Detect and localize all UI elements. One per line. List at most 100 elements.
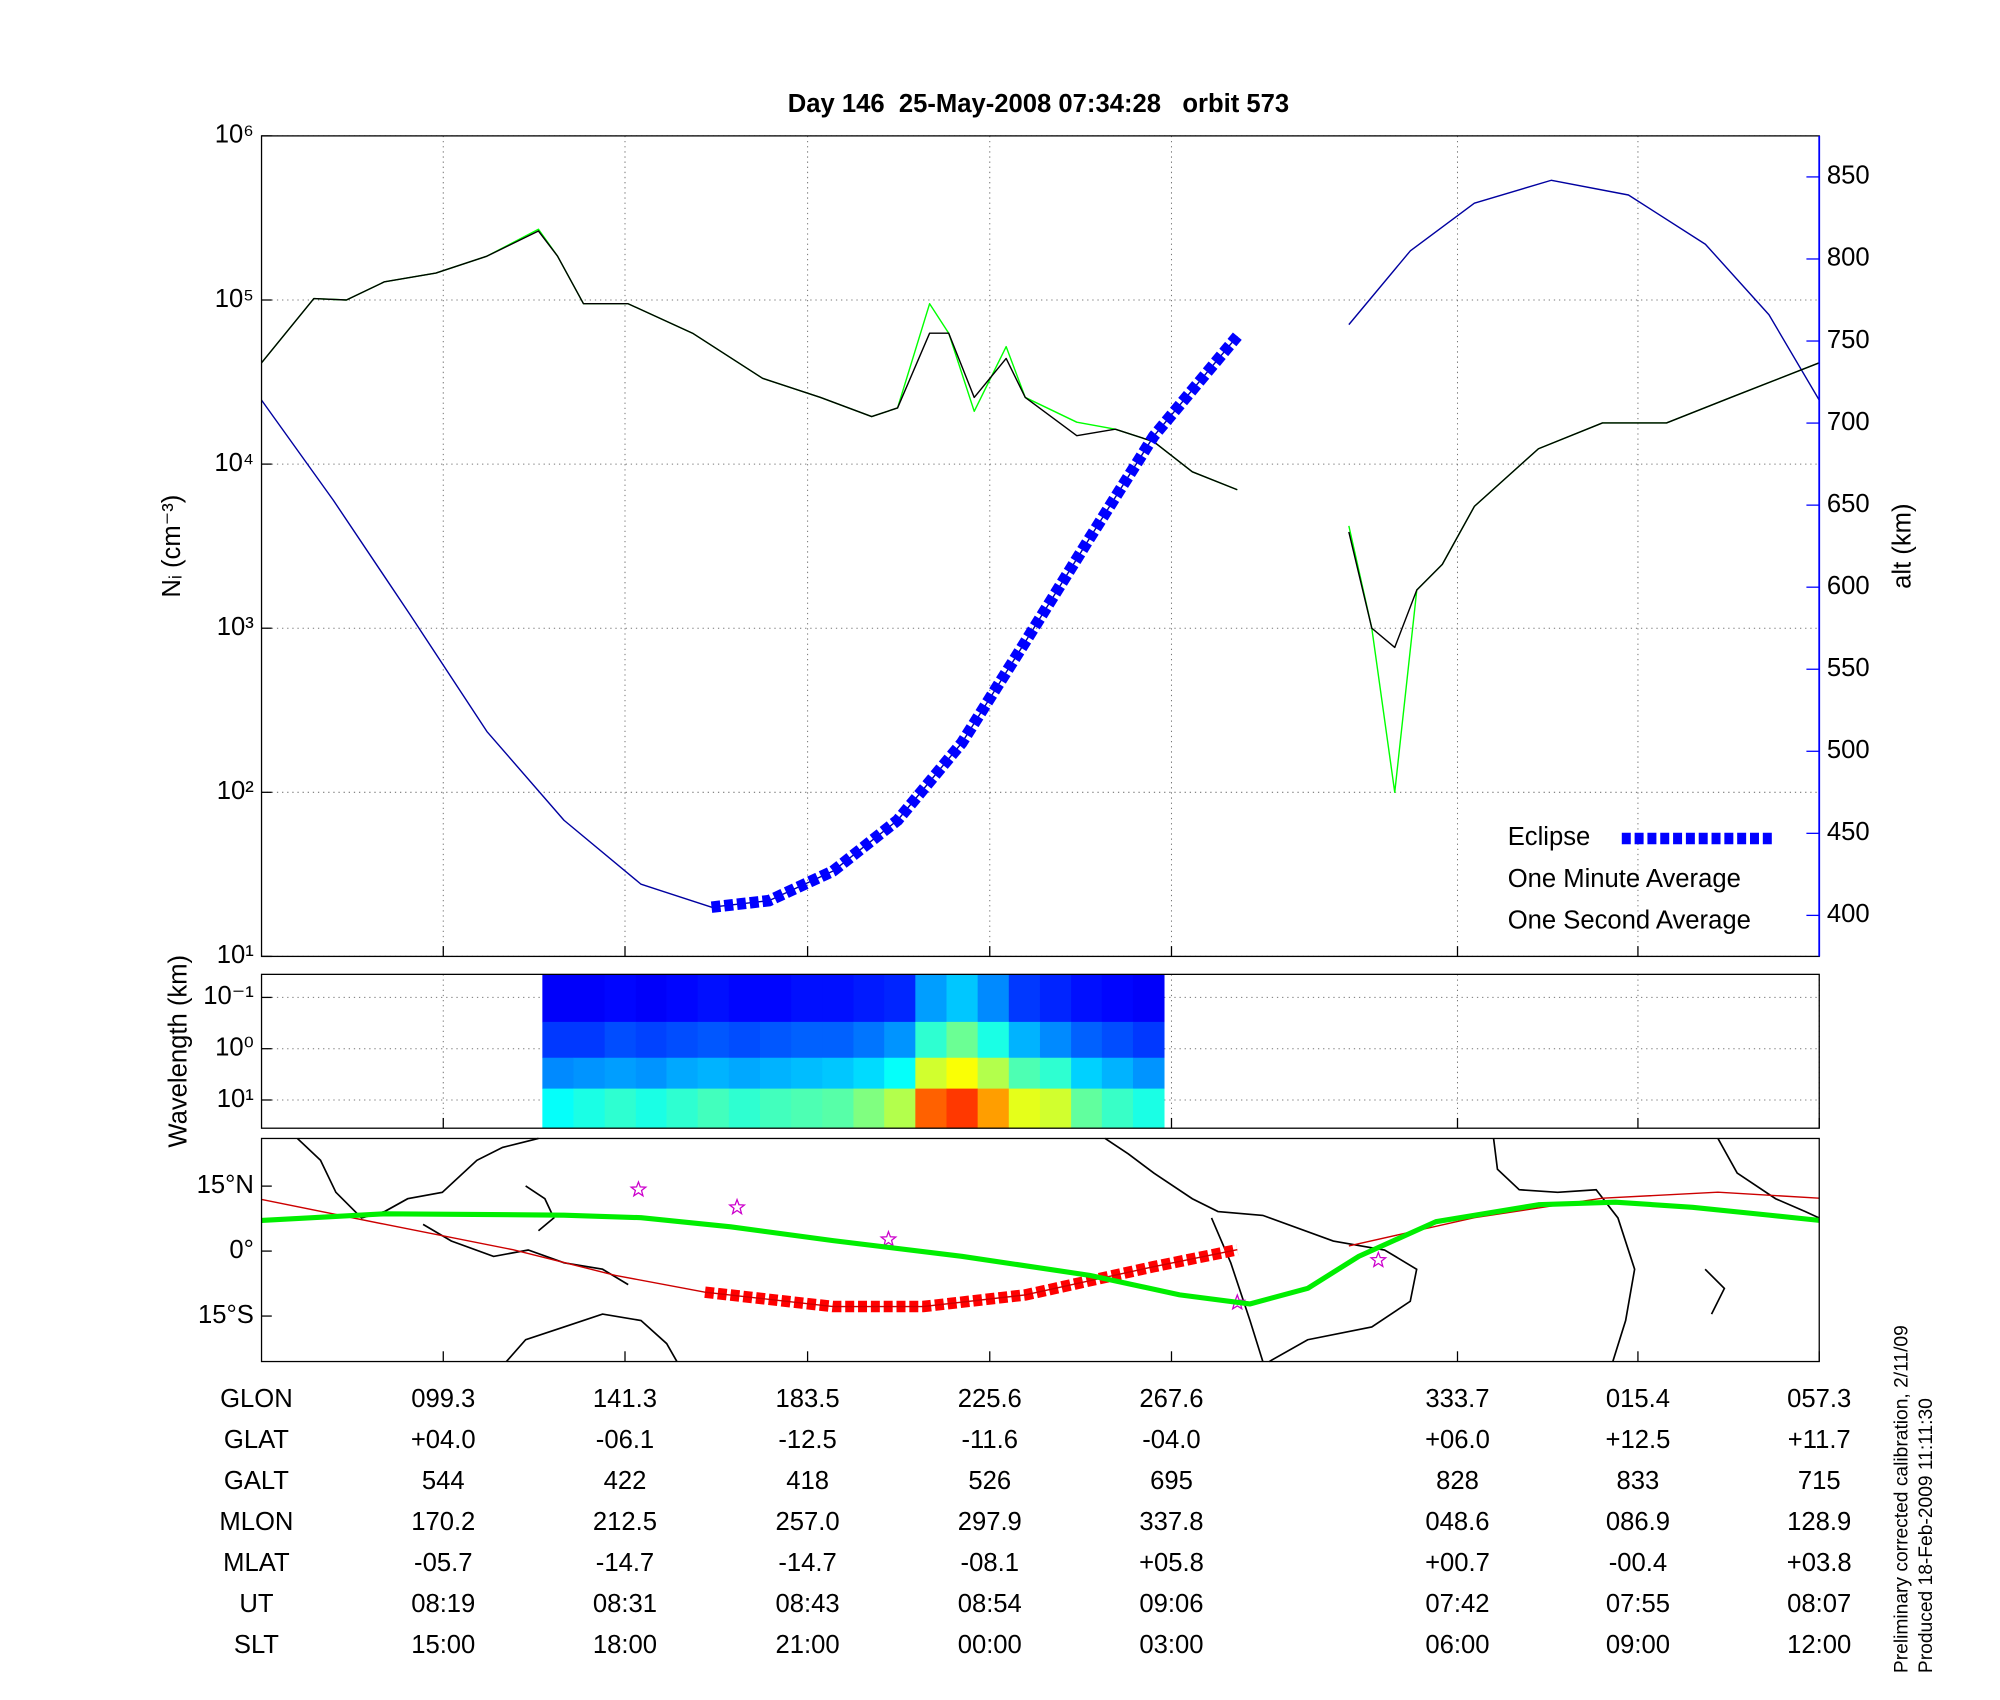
table-cell: 057.3 [1787,1385,1851,1413]
heatmap-cell [728,1057,761,1089]
table-cell: 21:00 [776,1631,840,1659]
heatmap-cell [1071,1088,1103,1129]
heatmap-cell [1132,1057,1165,1089]
y-tick-label: 10⁶ [215,121,254,149]
heatmap-cell [1039,1057,1072,1089]
coastline [1210,1217,1264,1362]
table-cell: 09:06 [1139,1590,1203,1618]
table-cell: +00.7 [1425,1549,1490,1577]
heatmap-cell [1008,1088,1041,1129]
heatmap-cell [1101,1057,1134,1089]
coastline [1717,1138,1820,1219]
heatmap-cell [542,974,574,1023]
heatmap-cell [697,1057,730,1089]
heatmap-cell [822,1021,854,1059]
table-cell: 00:00 [958,1631,1022,1659]
heatmap-cell [666,974,699,1023]
heatmap-cell [604,1021,637,1059]
heatmap-cell [728,1088,761,1129]
panel: 10¹ 10² 10³ 10⁴ 10⁵ 10⁶ Nᵢ (cm⁻³) 400 450 500 550 6… [158,121,1917,970]
table-cell: 337.8 [1139,1508,1203,1536]
coastline [1104,1137,1418,1363]
heatmap-cell [822,1057,854,1089]
heatmap-cell [666,1057,699,1089]
heatmap-cell [1132,974,1165,1023]
table-cell: 09:00 [1606,1631,1670,1659]
heatmap-cell [946,1088,979,1129]
table-cell: 257.0 [776,1508,840,1536]
heatmap-cell [728,1021,761,1059]
heatmap-cell [791,1088,823,1129]
series-line [260,230,1820,649]
row-label: MLON [219,1508,293,1536]
coastline [505,1313,678,1363]
footer-note: Produced 18-Feb-2009 11:11:30 [1916,1398,1937,1673]
table-cell: -05.7 [414,1549,472,1577]
heatmap-cell [760,1057,792,1089]
table-cell: +05.8 [1139,1549,1204,1577]
heatmap-cell [1071,1021,1103,1059]
row-label: UT [239,1590,274,1618]
y-tick-label: 10⁰ [215,1033,254,1061]
table-cell: 15:00 [411,1631,475,1659]
heatmap-cell [884,974,916,1023]
table-cell: -12.5 [778,1426,836,1454]
table-cell: +11.7 [1788,1426,1851,1454]
y2-tick-label: 750 [1827,326,1870,354]
heatmap-cell [635,1021,667,1059]
y-tick-label: 0° [229,1236,254,1264]
y-tick-label: 10¹ [217,1085,254,1113]
heatmap-cell [604,1057,637,1089]
table-cell: 08:19 [411,1590,475,1618]
coastline [422,1223,629,1286]
chart-title: Day 146 25-May-2008 07:34:28 orbit 573 [788,90,1289,118]
heatmap-cell [1101,1021,1134,1059]
table-cell: 544 [422,1467,465,1495]
y-tick-label: 10⁴ [214,449,254,477]
table-cell: 225.6 [958,1385,1022,1413]
table-cell: 015.4 [1606,1385,1670,1413]
heatmap-cell [946,974,979,1023]
heatmap-cell [1071,974,1103,1023]
y-tick-label: 10⁻¹ [203,982,254,1010]
heatmap-cell [977,974,1010,1023]
heatmap-cell [884,1021,916,1059]
y2-tick-label: 700 [1827,408,1870,436]
heatmap-cell [946,1021,979,1059]
orbit-table: GLON 099.3 141.3 183.5 225.6 267.6 333.7 015.4 0… [219,1385,1851,1659]
row-label: GALT [224,1467,289,1495]
heatmap-cell [542,1088,574,1129]
table-cell: 526 [968,1467,1011,1495]
y2-tick-label: 850 [1827,162,1870,190]
row-label: SLT [234,1631,279,1659]
heatmap-cell [791,1021,823,1059]
line [261,1199,1820,1307]
heatmap-cell [604,1088,637,1129]
y-tick-label: 15°S [198,1301,254,1329]
heatmap-cell [853,1021,885,1059]
row-label: GLAT [224,1426,289,1454]
heatmap-cell [1039,1021,1072,1059]
y-tick-label: 10² [217,777,255,805]
table-cell: 08:54 [958,1590,1022,1618]
table-cell: 06:00 [1425,1631,1489,1659]
row-label: GLON [220,1385,293,1413]
table-cell: 170.2 [411,1508,475,1536]
table-cell: 18:00 [593,1631,657,1659]
footer-note: Preliminary corrected calibration, 2/11/… [1892,1325,1913,1673]
heatmap-cell [946,1057,979,1089]
table-cell: -14.7 [596,1549,654,1577]
heatmap-cell [977,1021,1010,1059]
coastline [525,1185,555,1232]
table-cell: -06.1 [596,1426,654,1454]
heatmap-cell [760,1021,792,1059]
coastlines [296,1137,1820,1363]
series-line [710,332,1242,913]
heatmap-cell [573,1088,606,1129]
heatmap-cell [915,1057,947,1089]
table-cell: 086.9 [1606,1508,1670,1536]
heatmap-cell [853,1088,885,1129]
table-cell: 715 [1798,1467,1841,1495]
heatmap-cell [822,1088,854,1129]
